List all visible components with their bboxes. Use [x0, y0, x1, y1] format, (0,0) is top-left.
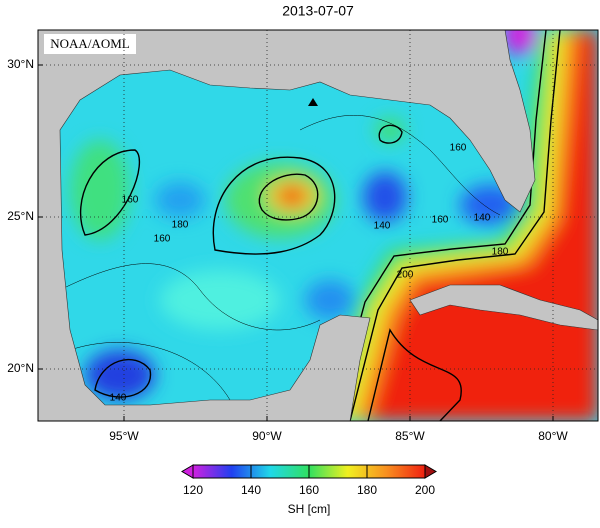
station-marker [308, 98, 318, 106]
colorbar-low-extension [181, 464, 194, 479]
colorbar-tick-label: 200 [415, 483, 435, 497]
lat-tick-label: 20°N [7, 361, 34, 375]
contour-label: 140 [110, 393, 127, 404]
colorbar-high-extension [424, 464, 437, 479]
contour-label: 140 [474, 213, 491, 224]
lat-tick-label: 25°N [7, 209, 34, 223]
lon-tick-label: 90°W [252, 429, 282, 443]
lon-tick-label: 85°W [395, 429, 425, 443]
contour-label: 160 [122, 195, 139, 206]
thin-contours [59, 115, 501, 401]
contour-label: 160 [432, 215, 449, 226]
lat-tick-label: 30°N [7, 57, 34, 71]
colorbar-tick-label: 120 [183, 483, 203, 497]
contour-label: 180 [492, 247, 509, 258]
colorbar-label: SH [cm] [288, 502, 331, 516]
credit-box [44, 34, 136, 54]
contour-label: 160 [450, 143, 467, 154]
map: NOAA/AOML [38, 30, 598, 421]
lon-tick-label: 80°W [538, 429, 568, 443]
land [38, 30, 536, 421]
colorbar-tick-label: 140 [241, 483, 261, 497]
credit: NOAA/AOML [50, 36, 130, 51]
sea-height-field [70, 30, 598, 421]
title: 2013-07-07 [282, 3, 354, 19]
contour-label: 140 [374, 221, 391, 232]
contour-label: 180 [172, 220, 189, 231]
contour-label: 200 [397, 270, 414, 281]
cuba [409, 284, 598, 331]
colorbar-tick-label: 160 [299, 483, 319, 497]
colorbar-tick-label: 180 [357, 483, 377, 497]
frame [37, 29, 599, 422]
lon-tick-label: 95°W [109, 429, 139, 443]
contour-label: 160 [154, 234, 171, 245]
